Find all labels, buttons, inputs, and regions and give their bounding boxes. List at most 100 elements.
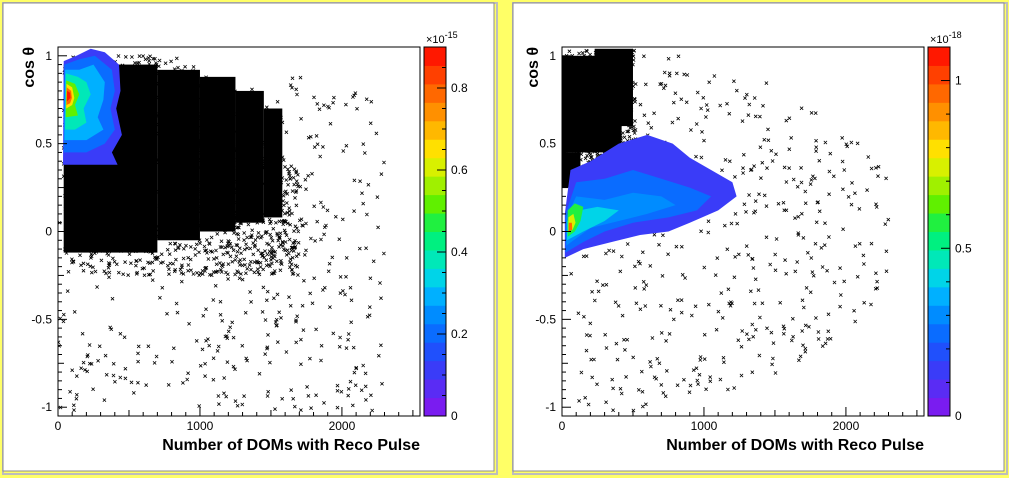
scatter-point bbox=[97, 215, 101, 220]
scatter-point bbox=[89, 192, 93, 196]
scatter-point bbox=[838, 266, 842, 270]
scatter-point bbox=[338, 291, 343, 295]
scatter-point bbox=[569, 83, 574, 88]
scatter-point bbox=[142, 206, 147, 211]
scatter-point bbox=[757, 353, 762, 358]
scatter-point bbox=[725, 247, 730, 252]
scatter-point bbox=[696, 382, 700, 386]
scatter-point bbox=[64, 204, 69, 209]
scatter-point bbox=[206, 179, 210, 184]
scatter-point bbox=[831, 174, 836, 179]
scatter-point bbox=[136, 98, 141, 103]
scatter-point bbox=[674, 244, 679, 249]
scatter-point bbox=[211, 356, 216, 361]
scatter-point bbox=[136, 69, 141, 74]
scatter-point bbox=[671, 100, 676, 105]
scatter-point bbox=[620, 113, 624, 118]
scatter-point bbox=[857, 241, 862, 246]
scatter-point bbox=[597, 124, 602, 128]
scatter-point bbox=[230, 259, 235, 264]
scatter-point bbox=[844, 142, 849, 147]
scatter-point bbox=[825, 337, 830, 341]
y-tick-label: 1 bbox=[549, 49, 556, 63]
scatter-point bbox=[152, 192, 156, 196]
scatter-point bbox=[156, 112, 161, 117]
scatter-point bbox=[72, 190, 77, 195]
scatter-point bbox=[162, 102, 166, 107]
scatter-point bbox=[81, 268, 86, 273]
scatter-point bbox=[70, 194, 75, 199]
scatter-point bbox=[797, 358, 801, 363]
scatter-point bbox=[874, 166, 878, 170]
scatter-point bbox=[298, 184, 303, 189]
scatter-point bbox=[589, 155, 593, 160]
scatter-point bbox=[250, 153, 255, 157]
scatter-point bbox=[884, 176, 888, 181]
scatter-point bbox=[266, 191, 271, 196]
scatter-point bbox=[266, 333, 270, 337]
scatter-point bbox=[265, 345, 270, 350]
scatter-point bbox=[565, 57, 570, 62]
scatter-point bbox=[182, 188, 187, 193]
scatter-point bbox=[256, 173, 261, 178]
scatter-point bbox=[295, 92, 299, 97]
scatter-point bbox=[211, 207, 215, 211]
scatter-point bbox=[266, 206, 271, 211]
scatter-point bbox=[842, 279, 847, 284]
scatter-point bbox=[158, 195, 162, 200]
scatter-point bbox=[801, 236, 806, 240]
scatter-point bbox=[344, 274, 348, 279]
scatter-point bbox=[626, 87, 631, 92]
scatter-point bbox=[322, 285, 327, 290]
scatter-point bbox=[68, 217, 73, 222]
scatter-point bbox=[131, 230, 136, 235]
scatter-point bbox=[707, 80, 712, 85]
scatter-point bbox=[577, 122, 581, 127]
scatter-point bbox=[89, 201, 94, 205]
scatter-point bbox=[849, 202, 854, 207]
scatter-point bbox=[226, 241, 230, 246]
scatter-point bbox=[295, 172, 300, 177]
scatter-point bbox=[589, 64, 594, 69]
scatter-point bbox=[199, 137, 204, 141]
scatter-point bbox=[623, 72, 628, 77]
scatter-point bbox=[181, 160, 186, 164]
scatter-point bbox=[167, 72, 172, 77]
scatter-point bbox=[800, 329, 805, 333]
scatter-point bbox=[120, 156, 124, 160]
scatter-point bbox=[146, 80, 151, 85]
scatter-point bbox=[209, 183, 214, 188]
scatter-point bbox=[118, 188, 123, 193]
scatter-point bbox=[176, 133, 181, 138]
scatter-point bbox=[736, 338, 741, 343]
scatter-point bbox=[215, 196, 220, 200]
scatter-point bbox=[190, 232, 195, 237]
scatter-point bbox=[246, 201, 251, 206]
scatter-point bbox=[204, 121, 209, 126]
scatter-point bbox=[170, 205, 175, 210]
scatter-point bbox=[264, 263, 269, 268]
scatter-point bbox=[78, 195, 82, 200]
scatter-point bbox=[233, 367, 237, 372]
scatter-point bbox=[138, 91, 143, 95]
scatter-point bbox=[605, 139, 609, 144]
scatter-point bbox=[130, 245, 134, 249]
scatter-point bbox=[701, 95, 706, 100]
scatter-point bbox=[315, 219, 320, 224]
color-bar-step bbox=[928, 194, 950, 214]
scatter-point bbox=[191, 68, 195, 73]
scatter-point bbox=[61, 312, 66, 317]
scatter-point bbox=[592, 149, 597, 154]
scatter-point bbox=[201, 172, 206, 177]
scatter-point bbox=[363, 371, 368, 376]
scatter-point bbox=[274, 185, 279, 189]
scatter-point bbox=[251, 179, 255, 184]
scatter-point bbox=[580, 126, 584, 131]
scatter-point bbox=[173, 115, 178, 120]
scatter-point bbox=[368, 121, 373, 126]
scatter-point bbox=[257, 93, 262, 98]
scatter-point bbox=[619, 391, 624, 396]
scatter-point bbox=[74, 374, 79, 378]
scatter-point bbox=[153, 204, 158, 209]
scatter-point bbox=[236, 225, 240, 230]
